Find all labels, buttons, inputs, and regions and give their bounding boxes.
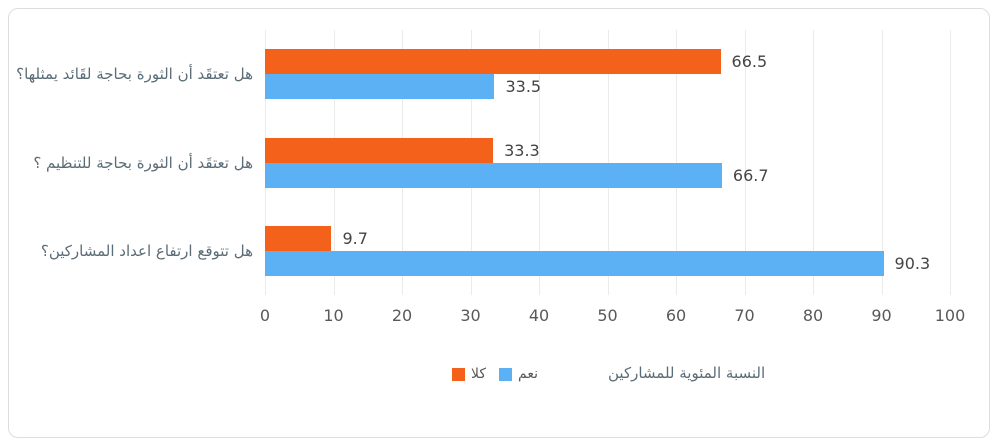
legend-swatch-icon	[452, 367, 465, 381]
bar-series-0-category-2	[265, 225, 332, 251]
gridline	[950, 30, 951, 295]
legend-label: كلا	[471, 366, 487, 382]
gridline	[881, 30, 883, 295]
bar-series-0-category-1	[265, 137, 494, 163]
data-label: 90.3	[894, 253, 931, 273]
x-tick-label: 70	[734, 306, 755, 325]
data-label: 66.5	[731, 52, 768, 72]
legend-swatch-icon	[499, 367, 513, 381]
x-tick-label: 20	[391, 306, 413, 325]
x-tick-label: 0	[259, 306, 271, 325]
plot-area: 66.5 33.5 33.3 66.7 9.7 90.3	[265, 30, 951, 295]
x-tick-label: 90	[871, 306, 892, 325]
chart-border	[8, 8, 990, 438]
bar-series-1-category-2	[265, 250, 884, 276]
category-label: هل تعتقَد أن الثورة بحاجة للتنظيم ؟	[33, 153, 253, 172]
legend-label: نعم	[518, 366, 538, 382]
x-tick-label: 50	[597, 306, 618, 325]
gridline	[744, 30, 746, 295]
legend-item: كلا	[452, 366, 486, 382]
data-label: 33.3	[504, 140, 540, 160]
bar-series-1-category-1	[265, 162, 722, 188]
x-tick-label: 30	[460, 306, 481, 325]
x-tick-label: 60	[665, 306, 687, 325]
category-label: هل تعتقَد أن الثورة بحاجة لقَائد يمثلها؟	[16, 65, 253, 84]
bar-series-1-category-0	[265, 74, 495, 100]
x-axis-title: النسبة المئوية للمشاركين	[608, 364, 766, 382]
x-tick-label: 80	[802, 306, 824, 325]
x-tick-label: 10	[323, 306, 344, 325]
data-label: 66.7	[732, 165, 769, 185]
legend-item: نعم	[499, 366, 538, 382]
data-label: 33.5	[505, 77, 542, 97]
gridline	[813, 30, 814, 295]
legend: كلا نعم	[452, 366, 538, 382]
x-tick-label: 40	[528, 306, 550, 325]
category-label: هل تتوقع ارتفاع اعداد المشاركين؟	[40, 241, 253, 260]
bar-series-0-category-0	[265, 49, 721, 75]
x-tick-label: 100	[934, 306, 966, 325]
data-label: 9.7	[342, 228, 368, 248]
